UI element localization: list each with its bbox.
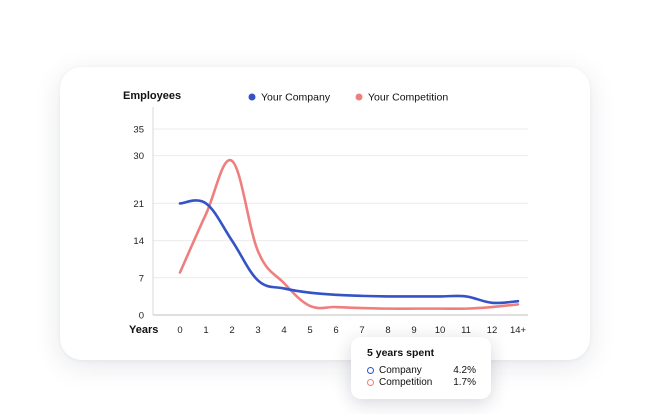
x-tick-label: 6 <box>333 325 338 336</box>
x-tick-label: 4 <box>281 325 286 336</box>
y-axis-title: Employees <box>123 90 181 102</box>
legend-label: Your Company <box>261 92 331 104</box>
x-tick-label: 14+ <box>510 325 527 336</box>
chart-tooltip: 5 years spent Company 4.2% Competition 1… <box>351 337 491 399</box>
x-tick-label: 0 <box>177 325 182 336</box>
legend-label: Your Competition <box>368 92 448 104</box>
x-tick-label: 12 <box>487 325 498 336</box>
x-tick-label: 11 <box>461 325 471 336</box>
gridlines <box>153 128 528 279</box>
series-line-company <box>178 199 520 305</box>
tooltip-label-competition: Competition <box>379 376 433 388</box>
y-tick-label: 14 <box>133 236 144 247</box>
competition-marker-icon <box>367 378 374 386</box>
x-tick-label: 5 <box>307 325 312 336</box>
x-tick-label: 8 <box>385 325 390 336</box>
legend-marker <box>248 93 256 101</box>
axes <box>152 107 528 316</box>
y-tick-label: 21 <box>133 199 144 210</box>
series-line-competition <box>178 158 520 311</box>
x-axis-title: Years <box>129 324 158 336</box>
tooltip-title: 5 years spent <box>367 347 435 359</box>
tooltip-row-competition: Competition 1.7% <box>367 376 476 388</box>
x-tick-label: 10 <box>435 325 446 336</box>
x-tick-label: 7 <box>359 325 364 336</box>
tooltip-value-company: 4.2% <box>453 364 476 376</box>
y-tick-label: 35 <box>133 125 144 136</box>
y-tick-label: 7 <box>139 273 144 284</box>
tooltip-label-company: Company <box>379 364 422 376</box>
x-tick-label: 1 <box>203 325 208 336</box>
tooltip-value-competition: 1.7% <box>453 376 476 388</box>
chart-card: 0 7 14 21 30 35 0 1 2 3 4 5 6 7 8 9 10 11 12 14+ Employees Ye… <box>60 67 590 399</box>
x-tick-label: 9 <box>411 325 416 336</box>
y-tick-label: 0 <box>139 311 144 322</box>
tooltip-row-company: Company 4.2% <box>367 364 476 376</box>
x-tick-label: 3 <box>255 325 260 336</box>
y-tick-label: 30 <box>133 151 144 162</box>
legend-marker <box>355 93 363 101</box>
x-tick-label: 2 <box>229 325 234 336</box>
company-marker-icon <box>367 366 374 374</box>
series-lines <box>178 158 520 311</box>
